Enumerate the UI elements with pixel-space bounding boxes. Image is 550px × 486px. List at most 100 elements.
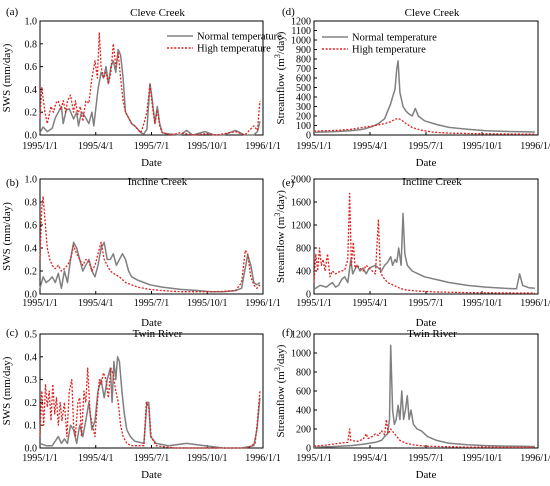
chart-c-xtick-label: 1996/1/1 xyxy=(245,453,281,464)
chart-c-ytick-label: 0.4 xyxy=(25,352,38,363)
chart-d-title: Cleve Creek xyxy=(405,7,460,19)
chart-c-ytick-label: 0.0 xyxy=(25,444,38,455)
chart-d-ytick-label: 400 xyxy=(296,93,311,104)
chart-b-series-high xyxy=(39,195,261,293)
chart-a-xtick-label: 1995/1/1 xyxy=(22,141,58,152)
chart-d-ytick-label: 200 xyxy=(296,112,311,123)
chart-e-xtick-label: 1995/10/1 xyxy=(462,298,503,309)
chart-a-ytick-label: 0.8 xyxy=(25,39,38,50)
chart-d-panel-label: (d) xyxy=(282,6,295,18)
chart-d-xtick-label: 1995/4/1 xyxy=(352,141,388,152)
chart-c-xtick-label: 1995/4/1 xyxy=(78,453,114,464)
chart-d-xtick-label: 1995/7/1 xyxy=(408,141,444,152)
chart-d-legend-label-high: High temperature xyxy=(352,45,426,56)
chart-a-legend-label-high: High temperature xyxy=(197,44,271,55)
chart-f-xlabel: Date xyxy=(416,469,437,481)
chart-d-ytick-label: 1200 xyxy=(291,17,311,28)
chart-f-ytick-label: 200 xyxy=(296,425,311,436)
chart-b-panel-label: (b) xyxy=(6,177,19,189)
chart-b-ytick-label: 1.0 xyxy=(25,175,38,186)
chart-e-series-high xyxy=(313,192,535,294)
chart-f-series-normal xyxy=(313,344,535,448)
chart-e-ylabel: Streamflow (m3/day) xyxy=(273,190,288,283)
chart-b-series-normal xyxy=(39,241,261,293)
chart-e-series-normal xyxy=(313,212,535,291)
chart-b-xtick-label: 1995/7/1 xyxy=(134,298,170,309)
chart-a-xtick-label: 1995/4/1 xyxy=(78,141,114,152)
chart-a-xtick-label: 1995/7/1 xyxy=(134,141,170,152)
chart-f-title: Twin River xyxy=(407,328,457,340)
chart-e-xlabel: Date xyxy=(416,317,437,329)
chart-d-ytick-label: 100 xyxy=(296,121,311,132)
chart-f-ytick-label: 600 xyxy=(296,387,311,398)
chart-f-ylabel: Streamflow (m3/day) xyxy=(273,344,288,437)
chart-f-ytick-label: 1200 xyxy=(291,330,311,341)
chart-d-xtick-label: 1995/10/1 xyxy=(462,141,503,152)
chart-d-ylabel: Streamflow (m3/day) xyxy=(273,31,288,124)
chart-d-ytick-label: 0 xyxy=(306,131,311,142)
chart-f-ytick-label: 1000 xyxy=(291,349,311,360)
chart-a-ytick-label: 0.0 xyxy=(25,131,38,142)
chart-d-ytick-label: 800 xyxy=(296,55,311,66)
chart-d-xtick-label: 1995/1/1 xyxy=(296,141,332,152)
chart-a-ylabel: SWS (mm/day) xyxy=(1,43,13,112)
chart-c-xtick-label: 1995/7/1 xyxy=(134,453,170,464)
chart-e-xtick-label: 1995/1/1 xyxy=(296,298,332,309)
chart-d-xlabel: Date xyxy=(416,157,437,169)
chart-c-series-normal xyxy=(39,356,261,449)
chart-c-xtick-label: 1995/1/1 xyxy=(22,453,58,464)
chart-f-xtick-label: 1995/1/1 xyxy=(296,453,332,464)
chart-b-ytick-label: 0.4 xyxy=(25,244,38,255)
chart-b-ytick-label: 0.0 xyxy=(25,290,38,301)
chart-c-title: Twin River xyxy=(133,328,183,340)
chart-f-ytick-label: 0 xyxy=(306,444,311,455)
chart-e-ytick-label: 800 xyxy=(296,244,311,255)
chart-c-ytick-label: 0.2 xyxy=(25,398,38,409)
chart-b-xtick-label: 1996/1/1 xyxy=(245,298,281,309)
chart-d-xtick-label: 1996/1/1 xyxy=(520,141,550,152)
chart-d-ytick-label: 600 xyxy=(296,74,311,85)
chart-b-xtick-label: 1995/4/1 xyxy=(78,298,114,309)
chart-a-ytick-label: 0.6 xyxy=(25,62,38,73)
chart-e-ytick-label: 1200 xyxy=(291,221,311,232)
chart-e-title: Incline Creek xyxy=(402,176,462,188)
chart-c-series-high xyxy=(39,367,261,449)
chart-f-xtick-label: 1995/10/1 xyxy=(462,453,503,464)
chart-c-ytick-label: 0.1 xyxy=(25,421,38,432)
chart-e-panel-label: (e) xyxy=(282,177,295,189)
chart-a-title: Cleve Creek xyxy=(130,7,185,19)
chart-e-xtick-label: 1996/1/1 xyxy=(520,298,550,309)
chart-b-frame xyxy=(39,178,264,295)
chart-f-ytick-label: 400 xyxy=(296,406,311,417)
chart-d-ytick-label: 300 xyxy=(296,102,311,113)
chart-b-title: Incline Creek xyxy=(128,176,188,188)
chart-c-ylabel: SWS (mm/day) xyxy=(1,356,13,425)
chart-f-ytick-label: 800 xyxy=(296,368,311,379)
chart-f-frame xyxy=(313,333,539,449)
chart-e-ytick-label: 2000 xyxy=(291,175,311,186)
chart-d-ytick-label: 900 xyxy=(296,45,311,56)
chart-a-series-normal xyxy=(39,48,261,136)
chart-e-xtick-label: 1995/4/1 xyxy=(352,298,388,309)
chart-f-series-high xyxy=(313,418,535,449)
chart-d-series-high xyxy=(313,117,535,135)
chart-f-xtick-label: 1996/1/1 xyxy=(520,453,550,464)
chart-e-xtick-label: 1995/7/1 xyxy=(408,298,444,309)
chart-c-xtick-label: 1995/10/1 xyxy=(187,453,228,464)
chart-f-xtick-label: 1995/4/1 xyxy=(352,453,388,464)
chart-e-ytick-label: 0 xyxy=(306,290,311,301)
chart-b-xlabel: Date xyxy=(141,317,162,329)
chart-c-xlabel: Date xyxy=(141,469,162,481)
chart-b-ylabel: SWS (mm/day) xyxy=(1,202,13,271)
chart-d-ytick-label: 700 xyxy=(296,64,311,75)
chart-e-ytick-label: 1600 xyxy=(291,198,311,209)
chart-a-xtick-label: 1996/1/1 xyxy=(245,141,281,152)
chart-a-ytick-label: 0.2 xyxy=(25,108,38,119)
chart-f-xtick-label: 1995/7/1 xyxy=(408,453,444,464)
chart-a-panel-label: (a) xyxy=(6,6,19,18)
chart-d-series-normal xyxy=(313,60,535,133)
chart-f-panel-label: (f) xyxy=(282,327,293,339)
chart-c-ytick-label: 0.5 xyxy=(25,330,38,341)
chart-e-ytick-label: 400 xyxy=(296,267,311,278)
chart-b-ytick-label: 0.2 xyxy=(25,267,38,278)
